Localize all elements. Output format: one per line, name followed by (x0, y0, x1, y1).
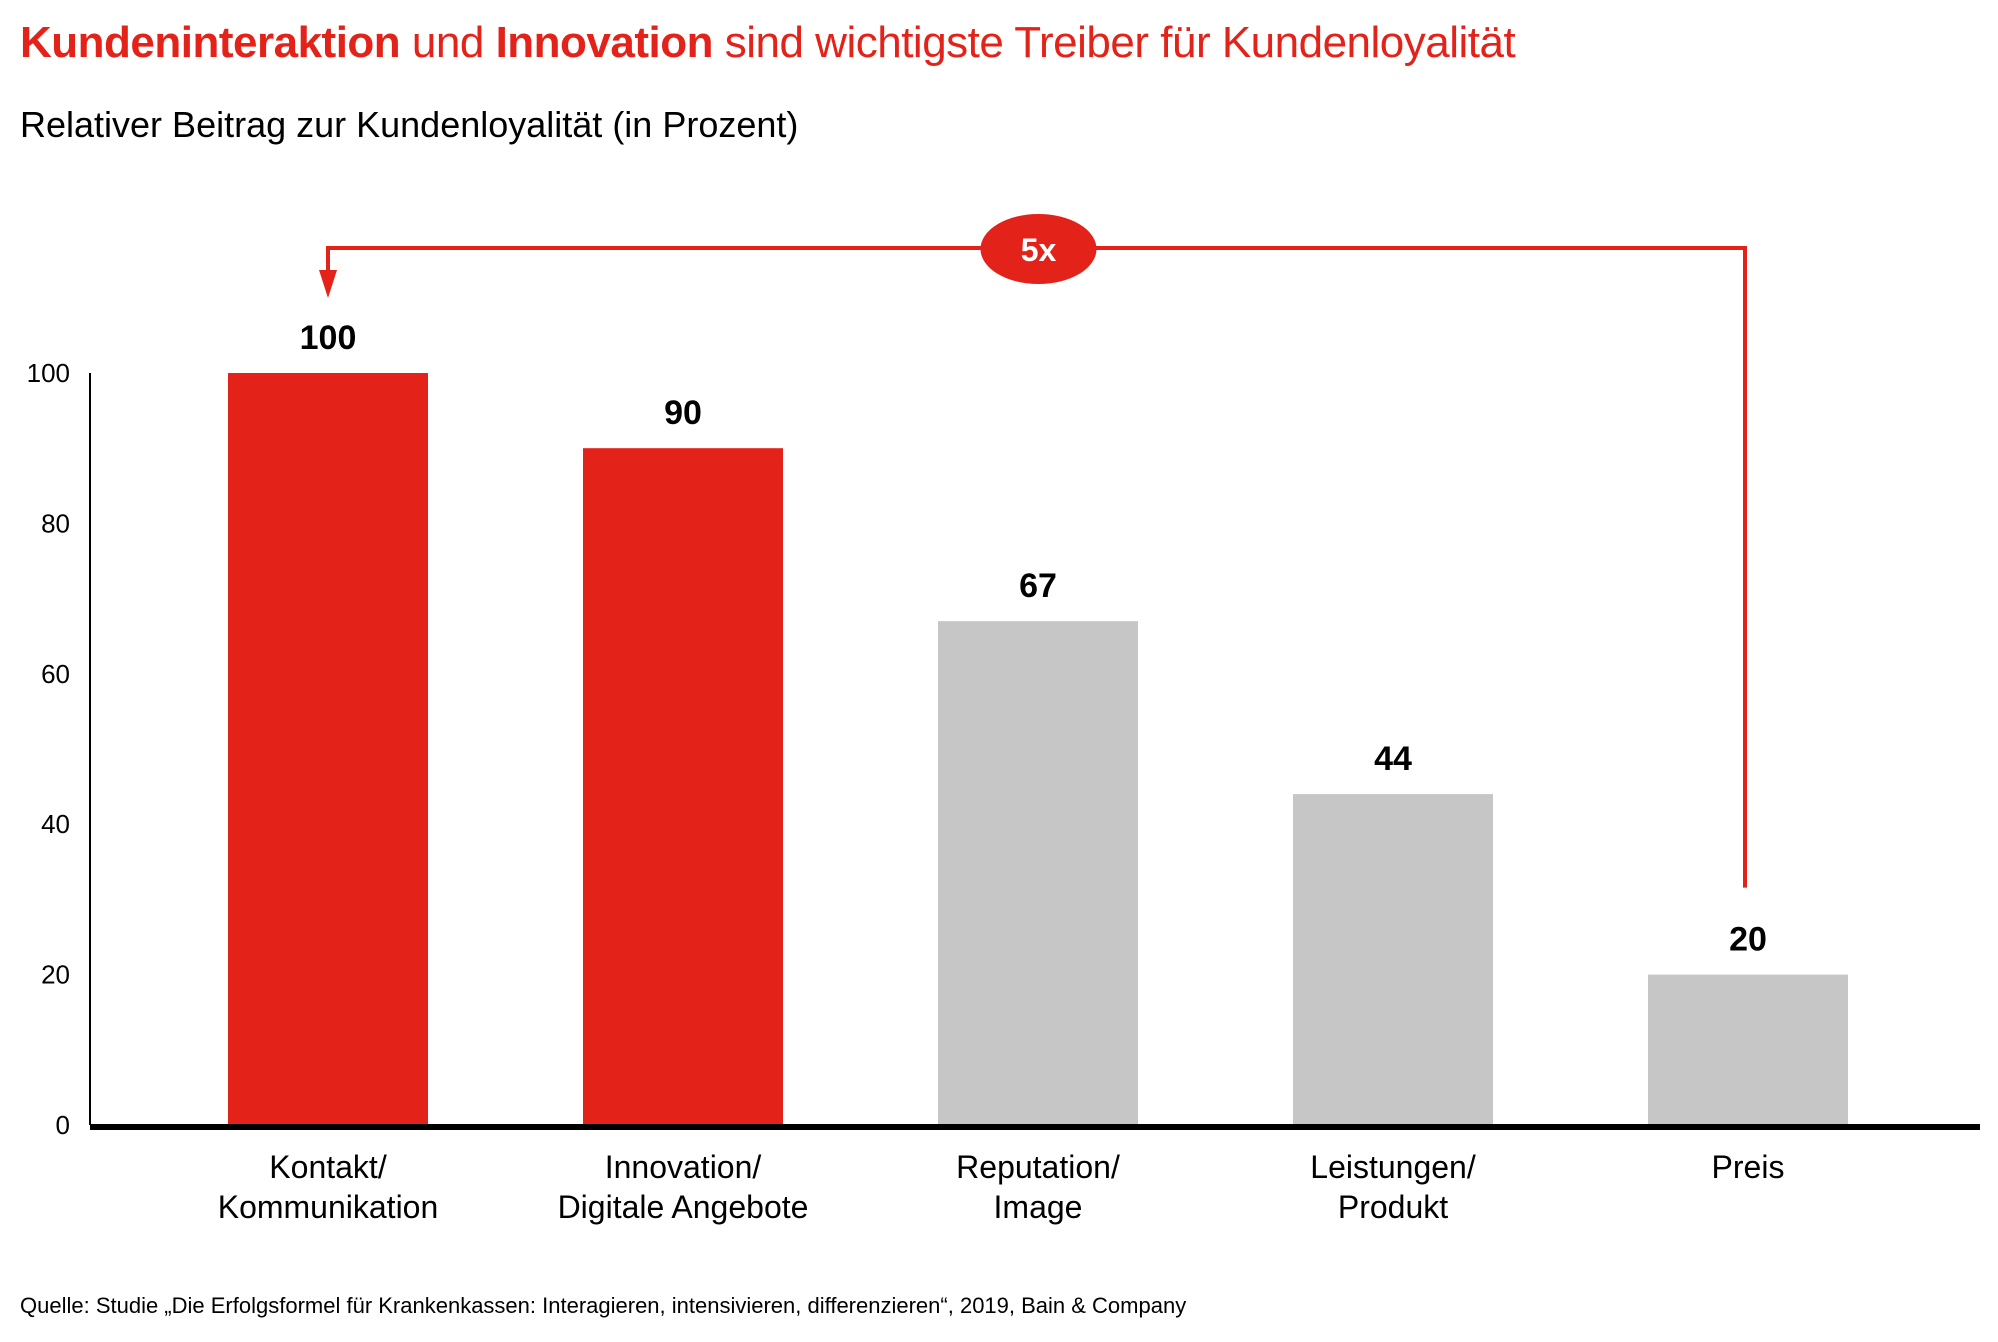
y-tick-label: 80 (41, 508, 70, 538)
title-part-kundeninteraktion: Kundeninteraktion (20, 18, 401, 67)
bar-value-label: 90 (664, 394, 702, 432)
bars (228, 373, 1848, 1125)
title-part-rest: sind wichtigste Treiber für Kundenloyali… (713, 18, 1516, 67)
x-category-label-line: Reputation/ (956, 1149, 1120, 1185)
x-category-label: Leistungen/Produkt (1310, 1149, 1476, 1225)
title-part-innovation: Innovation (495, 18, 714, 67)
x-category-label-line: Image (994, 1189, 1083, 1225)
value-labels: 100 90 67 44 20 (300, 319, 1767, 959)
x-category-label-line: Kommunikation (218, 1189, 439, 1225)
bar-value-label: 44 (1374, 740, 1412, 778)
x-axis-labels: Kontakt/Kommunikation Innovation/Digitale… (218, 1149, 1785, 1225)
x-category-label-line: Preis (1712, 1149, 1785, 1185)
y-tick-label: 100 (27, 358, 70, 388)
source-note: Quelle: Studie „Die Erfolgsformel für Kr… (20, 1293, 1187, 1318)
x-category-label-line: Leistungen/ (1310, 1149, 1476, 1185)
chart-title: Kundeninteraktion und Innovation sind wi… (20, 18, 1516, 68)
x-category-label: Innovation/Digitale Angebote (558, 1149, 809, 1225)
multiplier-badge-label: 5x (1021, 232, 1057, 268)
x-category-label-line: Kontakt/ (269, 1149, 387, 1185)
arrow-down-icon (319, 270, 337, 298)
chart-subtitle: Relativer Beitrag zur Kundenloyalität (i… (20, 104, 799, 145)
bar-value-label: 67 (1019, 567, 1057, 605)
x-category-label-line: Digitale Angebote (558, 1189, 809, 1225)
y-axis: 0 20 40 60 80 100 (27, 358, 91, 1140)
x-category-label: Preis (1712, 1149, 1785, 1185)
bar (583, 448, 783, 1125)
y-tick-label: 40 (41, 809, 70, 839)
x-category-label-line: Produkt (1338, 1189, 1448, 1225)
x-category-label: Kontakt/Kommunikation (218, 1149, 439, 1225)
x-category-label: Reputation/Image (956, 1149, 1120, 1225)
y-tick-label: 20 (41, 960, 70, 990)
multiplier-badge (980, 214, 1097, 284)
bar (1293, 794, 1493, 1125)
comparison-annotation: 5x (319, 214, 1747, 888)
x-category-label-line: Innovation/ (605, 1149, 762, 1185)
bar-value-label: 20 (1729, 921, 1767, 959)
title-part-und: und (400, 18, 496, 67)
bar (1648, 974, 1848, 1125)
y-tick-label: 0 (56, 1110, 70, 1140)
y-tick-label: 60 (41, 659, 70, 689)
bar (228, 373, 428, 1125)
bar (938, 621, 1138, 1125)
bar-value-label: 100 (300, 319, 357, 357)
